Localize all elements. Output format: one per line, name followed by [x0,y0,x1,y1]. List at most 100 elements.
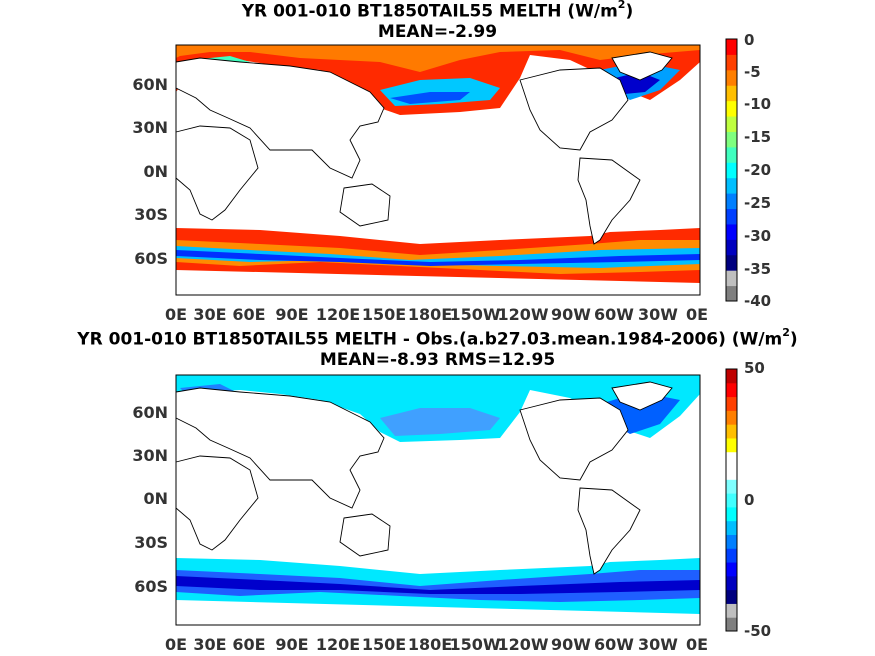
y-tick-label: 60S [134,249,168,268]
colorbar-swatch [726,208,737,225]
y-axis: 60N 30N 0N 30S 60S [132,403,168,596]
x-tick-label: 60E [232,305,265,324]
y-tick-label: 30S [134,205,168,224]
panel-bottom: YR 001-010 BT1850TAIL55 MELTH - Obs.(a.b… [0,326,875,656]
panel-top: YR 001-010 BT1850TAIL55 MELTH (W/m2) MEA… [132,0,771,324]
y-tick-label: 30N [132,118,168,137]
colorbar-swatch [726,506,737,522]
colorbar [725,368,738,632]
map-figure: 60N 30N 0N 30S 60S 0E 30E 60E 90E 120E 1… [132,31,771,324]
colorbar-swatch [726,162,737,179]
colorbar-swatch [726,410,737,425]
x-tick-label: 90E [275,305,308,324]
colorbar-swatch [726,534,737,549]
x-tick-label: 180E [408,305,452,324]
x-tick-label: 150E [362,635,406,654]
colorbar-swatch [726,575,737,591]
colorbar-frame [725,38,738,302]
colorbar-swatch [726,548,737,563]
coastlines [175,381,673,575]
colorbar-swatch [726,223,737,240]
colorbar-swatch [726,437,737,453]
y-axis: 60N 30N 0N 30S 60S [132,75,168,268]
colorbar-swatch [726,396,737,411]
colorbar-tick-label: -50 [744,622,771,640]
colorbar-swatch [726,69,737,86]
colorbar-swatch [726,451,737,467]
colorbar-tick-label: 0 [744,31,754,49]
x-tick-label: 0E [686,635,708,654]
colorbar-swatch [726,146,737,163]
colorbar-tick-label: -10 [744,95,771,113]
colorbar-tick-label: -35 [744,260,771,278]
colorbar-tick-label: -40 [744,292,771,310]
colorbar-swatch [726,589,737,604]
x-tick-label: 60E [232,635,265,654]
x-tick-label: 150W [449,305,500,324]
colorbar-swatch [726,100,737,117]
x-tick-label: 90W [551,305,591,324]
colorbar-tick-label: -20 [744,161,771,179]
x-tick-label: 120E [316,305,360,324]
colorbar-swatch [726,285,737,302]
colorbar-swatch [726,382,737,398]
colorbar-swatch [726,493,737,508]
map-figure: 60N 30N 0N 30S 60S 0E 30E 60E 90E 120E 1… [132,359,771,654]
x-tick-label: 60W [594,635,634,654]
colorbar-swatch [726,603,737,618]
colorbar-swatch [726,39,737,55]
x-tick-label: 150E [362,305,406,324]
x-tick-label: 180E [408,635,452,654]
colorbar-tick-label: -25 [744,194,771,212]
x-tick-label: 120W [497,635,548,654]
colorbar-swatch [726,465,737,480]
colorbar-swatch [726,193,737,210]
map-title: YR 001-010 BT1850TAIL55 MELTH - Obs.(a.b… [77,326,798,350]
colorbar-swatch [726,116,737,132]
colorbar-swatch [726,254,737,271]
y-tick-label: 30N [132,446,168,465]
colorbar-ticks: 50 0 -50 [744,359,771,640]
colorbar-swatch [726,562,737,577]
colorbar [725,38,738,302]
colorbar-tick-label: -30 [744,227,771,245]
x-tick-label: 30W [638,305,678,324]
x-tick-label: 30E [193,305,226,324]
x-axis: 0E 30E 60E 90E 120E 150E 180E 150W 120W … [165,305,708,324]
colorbar-swatch [726,85,737,102]
colorbar-tick-label: -5 [744,63,761,81]
x-tick-label: 120W [497,305,548,324]
coastlines [175,51,673,245]
map-title: YR 001-010 BT1850TAIL55 MELTH (W/m2) [241,0,634,22]
x-tick-label: 30E [193,635,226,654]
x-tick-label: 60W [594,305,634,324]
colorbar-tick-label: 0 [744,491,754,509]
x-tick-label: 0E [165,305,187,324]
y-tick-label: 0N [143,489,168,508]
x-tick-label: 150W [449,635,500,654]
map-area [175,374,701,626]
x-tick-label: 120E [316,635,360,654]
y-tick-label: 60N [132,403,168,422]
y-tick-label: 30S [134,533,168,552]
colorbar-tick-label: -15 [744,128,771,146]
colorbar-swatch [726,479,737,494]
colorbar-swatch [726,177,737,194]
y-tick-label: 0N [143,162,168,181]
colorbar-ticks: 0 -5 -10 -15 -20 -25 -30 -35 -40 [744,31,771,310]
map-subtitle: MEAN=-2.99 [377,22,498,42]
y-tick-label: 60S [134,577,168,596]
colorbar-swatch [726,520,737,535]
x-axis: 0E 30E 60E 90E 120E 150E 180E 150W 120W … [165,635,708,654]
x-tick-label: 0E [686,305,708,324]
colorbar-swatch [726,270,737,287]
colorbar-swatch [726,424,737,439]
colorbar-tick-label: 50 [744,359,765,377]
x-tick-label: 90E [275,635,308,654]
map-area [175,44,701,296]
colorbar-frame [725,368,738,632]
colorbar-swatch [726,617,737,632]
colorbar-swatch [726,131,737,148]
x-tick-label: 0E [165,635,187,654]
colorbar-swatch [726,54,737,71]
